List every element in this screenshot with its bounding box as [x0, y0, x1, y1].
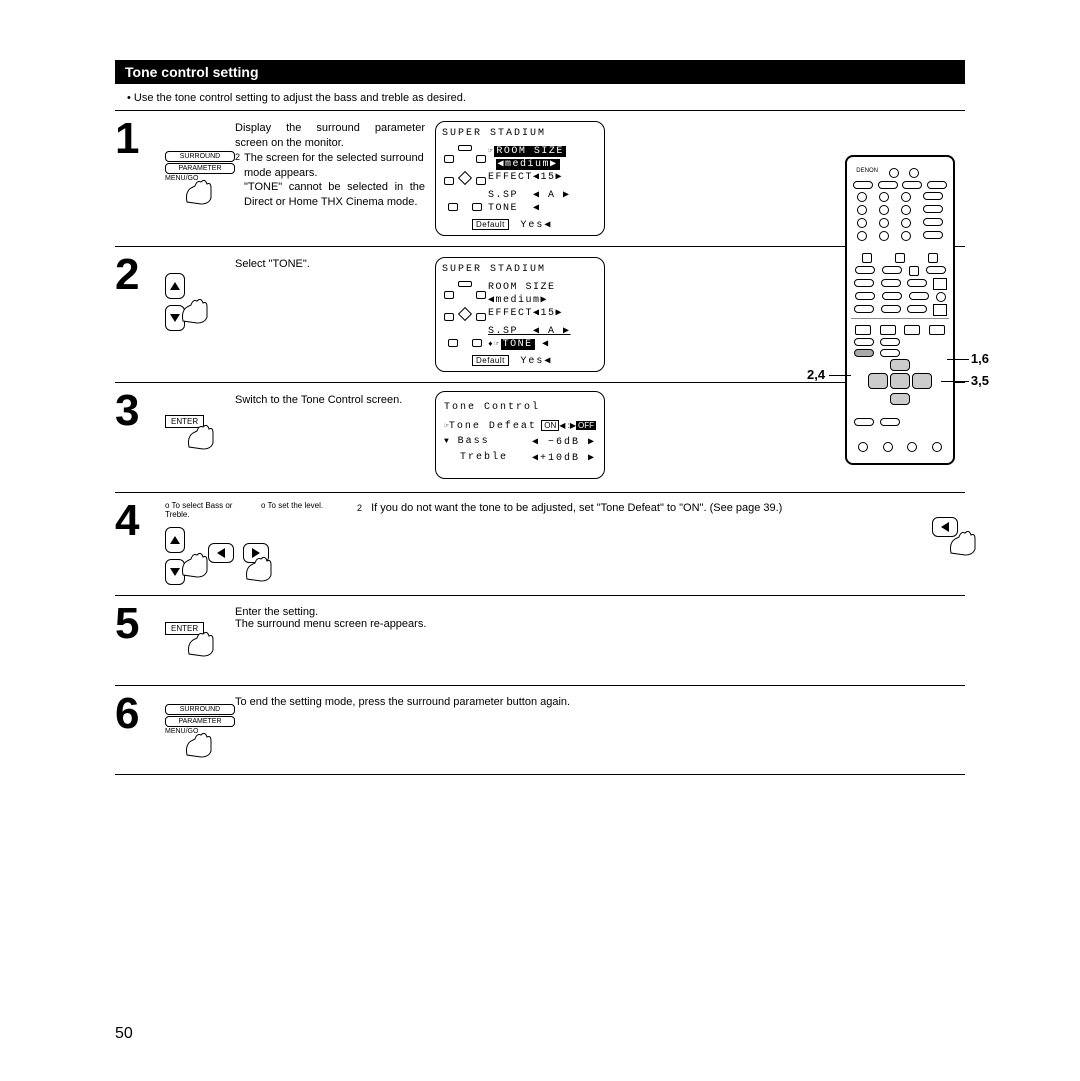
osd2-default: Default [472, 355, 509, 366]
step-4: 4 o To select Bass or Treble. o To set t… [115, 493, 965, 596]
osd2-title: SUPER STADIUM [442, 264, 598, 275]
section-header: Tone control setting [115, 60, 965, 84]
osd2-l1: ROOM SIZE [488, 282, 598, 293]
callout-16: 1,6 [971, 351, 989, 366]
osd1-l4: S.SP ◀ A ▶ [488, 189, 598, 201]
step-5: 5 ENTER Enter the setting. The surround … [115, 596, 965, 686]
step-1-osd: SUPER STADIUM ☞ROOM SIZE ◀medium▶ EFFECT… [435, 119, 615, 236]
hand-icon [181, 172, 221, 208]
tc-defeat: Tone Defeat [449, 421, 537, 432]
s1-text-c: "TONE" cannot be selected in the Direct … [244, 180, 425, 210]
s5-text-a: Enter the setting. [235, 606, 965, 618]
step-1-text: Display the surround parameter screen on… [235, 119, 435, 210]
callout-24: 2,4 [807, 367, 825, 382]
cursor-pad-icon [868, 359, 932, 405]
header-title: Tone control setting [125, 64, 259, 80]
osd2-l6: Yes◀ [520, 356, 552, 367]
step-number: 5 [115, 604, 165, 644]
s4-sub1: To select Bass or Treble. [165, 501, 232, 519]
page-number: 50 [115, 1025, 133, 1043]
step-2-icon [165, 255, 235, 331]
surround-btn: SURROUND [165, 704, 235, 715]
osd1-default: Default [472, 219, 509, 230]
tc-on: ON [541, 420, 559, 431]
tc-treble-val: ◀+10dB ▶ [532, 452, 596, 464]
tc-title: Tone Control [444, 402, 596, 413]
s1-text-a: Display the surround parameter screen on… [235, 121, 425, 151]
osd1-l6: Yes◀ [520, 220, 552, 231]
hand-icon [183, 417, 223, 453]
osd1-l5: TONE ◀ [488, 202, 598, 214]
hand-icon [183, 624, 223, 660]
s6-text: To end the setting mode, press the surro… [235, 696, 965, 708]
step-1-icon: SURROUND PARAMETER MENU/GO [165, 119, 235, 211]
tc-bass: Bass [458, 436, 490, 447]
hand-icon [177, 291, 217, 327]
step-3-icon: ENTER [165, 391, 235, 428]
osd2-l3: EFFECT◀15▶ [488, 307, 598, 319]
step-6: 6 SURROUND PARAMETER MENU/GO To end the … [115, 686, 965, 775]
hand-icon [241, 549, 281, 585]
remote-diagram: DENON 2,4 1,6 3,5 [835, 155, 965, 465]
s2-text: Select "TONE". [235, 257, 425, 272]
speaker-layout-icon [444, 145, 486, 211]
osd1-l1: ROOM SIZE [494, 146, 566, 157]
s4-pre: 2 [357, 503, 362, 513]
step-number: 1 [115, 119, 165, 159]
osd1-l3: EFFECT◀15▶ [488, 171, 598, 183]
osd2-l5: TONE [501, 339, 535, 350]
step-3-tc: Tone Control ☞Tone Defeat ON◀ :▶OFF ▼ Ba… [435, 391, 615, 479]
tc-bass-val: ◀ −6dB ▶ [532, 436, 596, 448]
s1-pre: 2 [235, 151, 240, 210]
osd1-l2: ◀medium▶ [496, 159, 560, 170]
tc-off: OFF [576, 421, 596, 430]
left-key-icon [208, 543, 234, 563]
step-number: 6 [115, 694, 165, 734]
step-3-text: Switch to the Tone Control screen. [235, 391, 435, 408]
tc-treble: Treble [460, 452, 508, 463]
s4-sub2: To set the level. [268, 501, 324, 510]
s4-text: If you do not want the tone to be adjust… [371, 502, 782, 514]
step-number: 2 [115, 255, 165, 295]
step-2-osd: SUPER STADIUM ROOM SIZE ◀medium▶ EFFECT◀… [435, 255, 615, 372]
s3-text: Switch to the Tone Control screen. [235, 393, 425, 408]
step-5-icon: ENTER [165, 604, 235, 635]
osd2-l2: ◀medium▶ [488, 294, 598, 306]
intro-text: Use the tone control setting to adjust t… [115, 92, 965, 104]
step-6-icon: SURROUND PARAMETER MENU/GO [165, 694, 235, 764]
speaker-layout-icon [444, 281, 486, 347]
hand-icon [181, 725, 221, 761]
osd2-l4: S.SP ◀ A ▶ [488, 325, 598, 337]
osd1-title: SUPER STADIUM [442, 128, 598, 139]
step-2-text: Select "TONE". [235, 255, 435, 272]
surround-btn: SURROUND [165, 151, 235, 162]
hand-icon [945, 523, 985, 559]
s5-text-b: The surround menu screen re-appears. [235, 618, 965, 630]
s1-text-b: The screen for the selected surround mod… [244, 151, 425, 181]
step-number: 3 [115, 391, 165, 431]
callout-35: 3,5 [971, 373, 989, 388]
step-4-right-key [929, 517, 961, 537]
step-number: 4 [115, 501, 165, 541]
